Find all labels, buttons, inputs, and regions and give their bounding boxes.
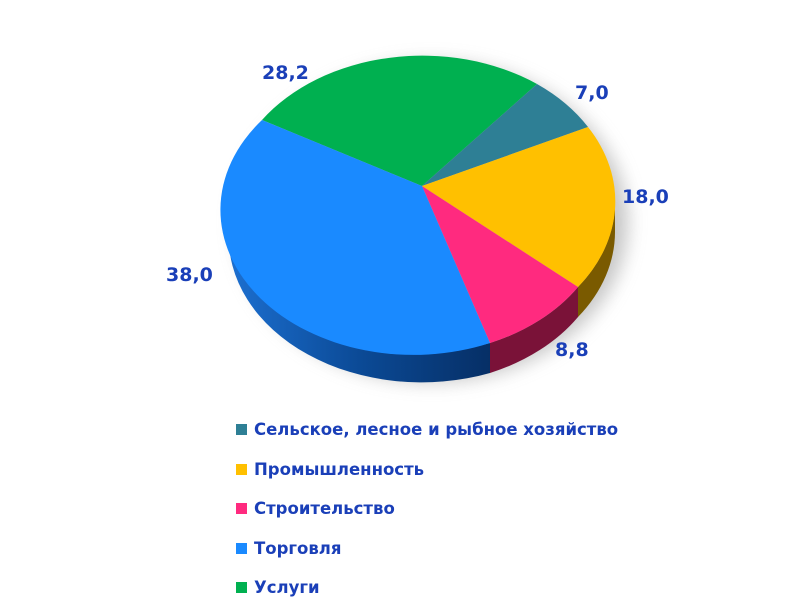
data-label-trade: 38,0	[166, 264, 213, 286]
slice-trade[interactable]	[220, 120, 491, 355]
data-label-agriculture: 7,0	[575, 82, 609, 104]
legend-swatch	[236, 542, 247, 554]
slice-agriculture[interactable]	[422, 84, 588, 186]
slice-side-construction	[490, 287, 578, 373]
legend-item-construction[interactable]: Строительство	[236, 489, 618, 529]
legend-swatch	[236, 463, 247, 475]
legend-label: Строительство	[254, 499, 395, 519]
legend-item-trade[interactable]: Торговля	[236, 529, 618, 569]
legend-label: Промышленность	[254, 459, 425, 479]
data-label-services: 28,2	[262, 62, 309, 84]
legend-swatch	[236, 503, 247, 515]
legend-label: Торговля	[254, 538, 342, 558]
legend-swatch	[236, 582, 247, 594]
chart-legend: Сельское, лесное и рыбное хозяйство Пром…	[236, 410, 618, 608]
legend-label: Услуги	[254, 578, 320, 598]
data-label-industry: 18,0	[622, 186, 669, 208]
slice-side-trade	[228, 200, 490, 383]
slice-services[interactable]	[262, 55, 537, 186]
legend-item-agriculture[interactable]: Сельское, лесное и рыбное хозяйство	[236, 410, 618, 450]
legend-item-services[interactable]: Услуги	[236, 568, 618, 608]
legend-label: Сельское, лесное и рыбное хозяйство	[254, 420, 619, 440]
legend-swatch	[236, 424, 247, 436]
slice-construction[interactable]	[422, 186, 578, 343]
slice-side-industry	[578, 200, 616, 317]
slice-industry[interactable]	[422, 127, 616, 287]
data-label-construction: 8,8	[555, 339, 589, 361]
legend-item-industry[interactable]: Промышленность	[236, 450, 618, 490]
